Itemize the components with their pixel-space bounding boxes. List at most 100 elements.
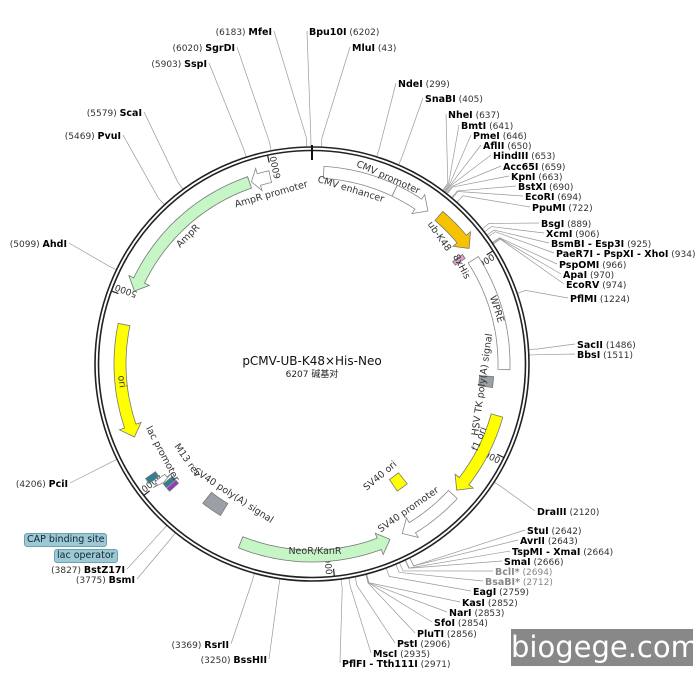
enzyme-position: (2642) [549,527,582,537]
enzyme-site-pcii[interactable]: (4206) PciI [16,479,68,490]
enzyme-position: (925) [624,240,651,250]
enzyme-site-kasi[interactable]: KasI (2852) [462,598,518,609]
enzyme-site-paer7i-pspxi-xhoi[interactable]: PaeR7I - PspXI - XhoI (934) [556,249,695,260]
enzyme-site-pmei[interactable]: PmeI (646) [473,131,527,142]
enzyme-site-bstxi[interactable]: BstXI (690) [518,182,573,193]
enzyme-position: (690) [546,183,573,193]
leader-line [122,134,165,206]
enzyme-site-xcmi[interactable]: XcmI (906) [546,229,599,240]
enzyme-site-pspomi[interactable]: PspOMI (966) [559,260,626,271]
enzyme-site-hindiii[interactable]: HindIII (653) [493,151,555,162]
enzyme-site-sgrdi[interactable]: (6020) SgrDI [172,43,235,54]
enzyme-site-bsshii[interactable]: (3250) BssHII [201,655,267,666]
feature-ori[interactable] [113,322,142,438]
enzyme-position: (906) [572,230,599,240]
enzyme-site-snabi[interactable]: SnaBI (405) [425,94,483,105]
enzyme-position: (2853) [472,609,505,619]
leader-line [339,579,343,664]
feature-ampr[interactable] [128,176,253,292]
feature-label-neor-kanr: NeoR/KanR [288,546,341,557]
enzyme-name: PpuMI [532,203,566,214]
feature-sv40-promoter[interactable] [401,489,458,539]
enzyme-site-bsabi[interactable]: BsaBI* (2712) [485,577,553,588]
enzyme-name: MscI [373,649,397,660]
enzyme-site-bbsi[interactable]: BbsI (1511) [577,350,633,361]
enzyme-site-pflfi-tth111i[interactable]: PflFI - Tth111I (2971) [342,659,451,670]
enzyme-position: (889) [564,220,591,230]
enzyme-site-draiii[interactable]: DraIII (2120) [537,507,599,518]
enzyme-position: (405) [456,95,483,105]
enzyme-name: MfeI [248,27,272,38]
feature-lac-promoter[interactable] [152,473,172,489]
leader-line [273,30,308,148]
enzyme-site-avrii[interactable]: AvrII (2643) [520,536,578,547]
leader-line [354,576,396,644]
feature-f1-ori[interactable] [454,413,504,491]
enzyme-name: XcmI [546,229,572,240]
enzyme-site-acc65i[interactable]: Acc65I (659) [503,162,565,173]
enzyme-site-tspmi-xmai[interactable]: TspMI - XmaI (2664) [512,547,613,558]
enzyme-site-sfoi[interactable]: SfoI (2854) [434,618,488,629]
enzyme-site-bsgi[interactable]: BsgI (889) [541,219,591,230]
plasmid-name: pCMV-UB-K48×His-Neo [242,354,381,368]
enzyme-site-bpu10i[interactable]: Bpu10I (6202) [309,27,379,38]
enzyme-site-bstz17i[interactable]: (3827) BstZ17I [51,565,125,576]
enzyme-site-pflmi[interactable]: PflMI (1224) [570,294,630,305]
enzyme-site-bsmbi-esp3i[interactable]: BsmBI - Esp3I (925) [551,239,651,250]
enzyme-site-rsrii[interactable]: (3369) RsrII [171,640,229,651]
tick-6000 [267,155,270,163]
enzyme-name: PflFI - Tth111I [342,659,418,670]
enzyme-site-scai[interactable]: (5579) ScaI [87,108,142,119]
enzyme-position: (653) [528,152,555,162]
enzyme-site-kpni[interactable]: KpnI (663) [511,172,563,183]
enzyme-site-ecori[interactable]: EcoRI (694) [525,192,582,203]
enzyme-name: DraIII [537,507,567,518]
feature-ampr-promoter[interactable] [250,167,272,192]
enzyme-name: NheI [448,110,473,121]
enzyme-site-sspi[interactable]: (5903) SspI [151,59,207,70]
feature-sv40-poly-a-signal[interactable] [202,491,229,517]
enzyme-site-ahdi[interactable]: (5099) AhdI [10,239,67,250]
leader-line [143,111,184,190]
enzyme-site-ndei[interactable]: NdeI (299) [398,79,450,90]
feature-lac-operator[interactable] [162,475,177,489]
enzyme-site-pvui[interactable]: (5469) PvuI [65,131,121,142]
leader-line [409,539,519,567]
feature-neor-kanr[interactable] [237,532,391,563]
enzyme-site-nhei[interactable]: NheI (637) [448,110,500,121]
leader-line [442,113,449,191]
enzyme-site-nari[interactable]: NarI (2853) [449,608,504,619]
enzyme-site-apai[interactable]: ApaI (970) [563,270,614,281]
feature-sv40-ori[interactable] [388,472,408,492]
tick-5000 [111,290,119,295]
enzyme-position: (6202) [347,28,380,38]
enzyme-site-pluti[interactable]: PluTI (2856) [417,629,477,640]
enzyme-site-aflii[interactable]: AflII (650) [483,141,532,152]
enzyme-site-psti[interactable]: PstI (2906) [397,639,450,650]
enzyme-name: SnaBI [425,94,456,105]
feature-cmv-promoter[interactable] [391,184,429,215]
enzyme-site-msci[interactable]: MscI (2935) [373,649,430,660]
enzyme-site-stui[interactable]: StuI (2642) [527,526,581,537]
enzyme-site-ppumi[interactable]: PpuMI (722) [532,203,593,214]
enzyme-site-mfei[interactable]: (6183) MfeI [216,27,272,38]
enzyme-site-smai[interactable]: SmaI (2666) [504,557,563,568]
enzyme-site-bmti[interactable]: BmtI (641) [461,121,513,132]
enzyme-site-eagi[interactable]: EagI (2759) [473,587,529,598]
feature-cap-binding-site[interactable] [145,471,160,485]
feature-hsv-tk-poly-a-signal[interactable] [478,375,495,389]
enzyme-site-mlui[interactable]: MluI (43) [352,43,396,54]
feature-wpre[interactable] [467,255,511,371]
feature-8xhis[interactable] [452,253,466,266]
leader-line [484,226,545,234]
enzyme-site-ecorv[interactable]: EcoRV (974) [566,280,626,291]
enzyme-site-sacii[interactable]: SacII (1486) [577,340,636,351]
enzyme-site-bcli[interactable]: BclI* (2694) [495,567,552,578]
enzyme-name: MluI [352,43,375,54]
feature-m13-rev[interactable] [166,479,180,492]
enzyme-position: (2759) [496,588,529,598]
enzyme-name: Acc65I [503,162,538,173]
enzyme-position: (934) [668,250,695,260]
feature-ub-k48[interactable] [434,210,471,249]
enzyme-site-bsmi[interactable]: (3775) BsmI [76,575,135,586]
